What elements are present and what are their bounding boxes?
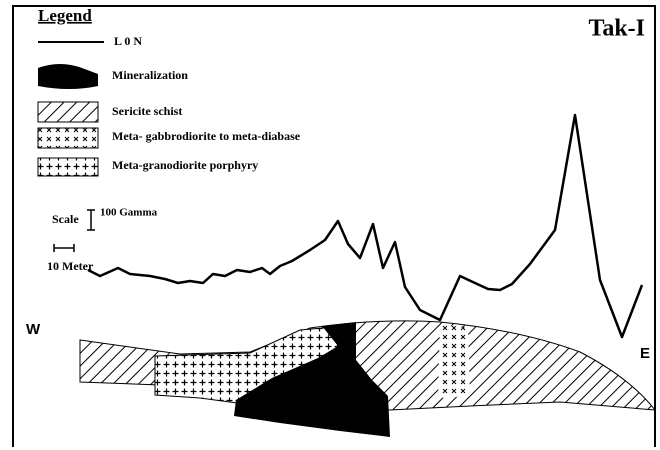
vertical-scale-bar — [87, 209, 95, 231]
legend-item: Meta-granodiorite porphyry — [112, 158, 258, 172]
legend-item: Meta- gabbrodiorite to meta-diabase — [112, 129, 301, 143]
east-label: E — [640, 345, 650, 362]
mineralization — [234, 322, 390, 437]
meta-gabbrodiorite — [438, 325, 470, 398]
west-label: W — [26, 321, 41, 338]
frame — [12, 5, 656, 447]
legend-heading: Legend — [38, 6, 92, 25]
legend-item: Sericite schist — [112, 104, 182, 118]
legend-black-swatch — [38, 64, 98, 89]
horizontal-scale-label: 10 Meter — [47, 259, 94, 273]
legend-item: Mineralization — [112, 68, 188, 82]
legend-cross-swatch — [37, 127, 99, 149]
vertical-scale-label: 100 Gamma — [100, 207, 158, 219]
legend-item: L 0 N — [114, 34, 142, 48]
legend-plus-swatch — [37, 157, 99, 177]
horizontal-scale-bar — [53, 244, 75, 252]
magnetic-profile — [87, 113, 644, 339]
scale-label: Scale — [52, 212, 79, 226]
title: Tak-I — [589, 16, 645, 42]
legend-hatch-swatch — [37, 101, 99, 123]
